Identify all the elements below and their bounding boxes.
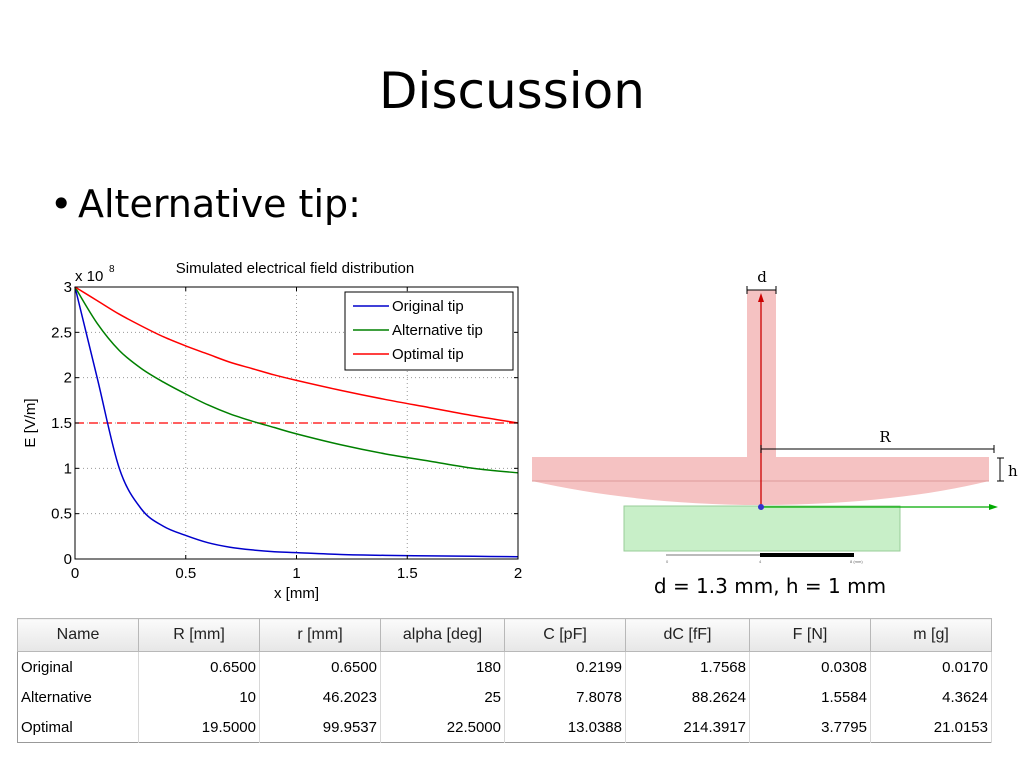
- cell-alpha: 22.5000: [380, 712, 505, 743]
- scale-label-0: 0: [666, 559, 669, 564]
- y-tick-label: 0.5: [51, 506, 72, 523]
- geometry-caption: d = 1.3 mm, h = 1 mm: [653, 574, 887, 598]
- column-header-dC[interactable]: dC [fF]: [625, 618, 750, 652]
- x-tick-label: 0: [71, 565, 79, 582]
- cell-dC: 1.7568: [625, 651, 750, 682]
- column-header-m[interactable]: m [g]: [870, 618, 992, 652]
- column-header-r[interactable]: r [mm]: [259, 618, 381, 652]
- cell-name: Original: [17, 651, 139, 682]
- cell-R: 19.5000: [138, 712, 260, 743]
- scale-bar-solid: [760, 553, 854, 557]
- cell-m: 21.0153: [870, 712, 992, 743]
- cell-name: Optimal: [17, 712, 139, 743]
- cell-F: 3.7795: [749, 712, 871, 743]
- origin-point: [758, 504, 764, 510]
- cell-alpha: 25: [380, 682, 505, 712]
- r-axis-arrow: [989, 504, 998, 510]
- cell-C: 7.8078: [504, 682, 626, 712]
- column-header-F[interactable]: F [N]: [749, 618, 871, 652]
- table-header-row: Name R [mm] r [mm] alpha [deg] C [pF] dC…: [17, 618, 992, 652]
- y-tick-label: 1.5: [51, 415, 72, 432]
- y-tick-label: 2.5: [51, 324, 72, 341]
- x-tick-label: 1: [292, 565, 300, 582]
- field-distribution-chart: 0 0.5 1 1.5 2 0 0.5 1 1.5 2 2.5 3x 10 8 Simulated ele…: [22, 260, 522, 602]
- legend-box: [344, 291, 514, 371]
- cell-R: 0.6500: [138, 651, 260, 682]
- slide-title: Discussion: [379, 62, 645, 120]
- cell-r: 99.9537: [259, 712, 381, 743]
- chart-title: Simulated electrical field distribution: [176, 260, 414, 277]
- cell-r: 0.6500: [259, 651, 381, 682]
- table-row[interactable]: Alternative 10 46.2023 25 7.8078 88.2624…: [17, 682, 992, 712]
- cell-m: 4.3624: [870, 682, 992, 712]
- z-axis-arrow: [758, 293, 764, 302]
- cell-R: 10: [138, 682, 260, 712]
- h-label: h: [1008, 462, 1018, 480]
- column-header-alpha[interactable]: alpha [deg]: [380, 618, 505, 652]
- y-tick-label: 1: [64, 460, 72, 477]
- R-label: R: [879, 428, 891, 446]
- y-multiplier-exponent: 8: [109, 264, 115, 275]
- y-axis-label: E [V/m]: [22, 398, 39, 447]
- cell-r: 46.2023: [259, 682, 381, 712]
- table-row[interactable]: Optimal 19.5000 99.9537 22.5000 13.0388 …: [17, 712, 992, 743]
- series-line-1: [74, 286, 519, 474]
- cell-alpha: 180: [380, 651, 505, 682]
- sample-block: [623, 505, 901, 552]
- cell-F: 1.5584: [749, 682, 871, 712]
- cell-dC: 214.3917: [625, 712, 750, 743]
- bullet-item: • Alternative tip:: [50, 182, 361, 226]
- series-line-2: [74, 286, 519, 424]
- cell-C: 13.0388: [504, 712, 626, 743]
- column-header-name[interactable]: Name: [17, 618, 139, 652]
- x-tick-label: 1.5: [397, 565, 418, 582]
- column-header-C[interactable]: C [pF]: [504, 618, 626, 652]
- cell-F: 0.0308: [749, 651, 871, 682]
- d-label: d: [757, 268, 767, 286]
- table-row[interactable]: Original 0.6500 0.6500 180 0.2199 1.7568…: [17, 651, 992, 682]
- tip-geometry-diagram: 0 4 8 (mm) d R h: [532, 268, 1018, 564]
- bullet-dot: •: [50, 182, 73, 226]
- bullet-text: Alternative tip:: [78, 182, 361, 226]
- cell-C: 0.2199: [504, 651, 626, 682]
- legend-label-0: Original tip: [392, 298, 464, 315]
- x-tick-label: 0.5: [175, 565, 196, 582]
- results-table: Name R [mm] r [mm] alpha [deg] C [pF] dC…: [17, 618, 992, 743]
- cell-dC: 88.2624: [625, 682, 750, 712]
- column-header-R[interactable]: R [mm]: [138, 618, 260, 652]
- scale-label-8: 8 (mm): [850, 559, 863, 564]
- cell-name: Alternative: [17, 682, 139, 712]
- y-tick-label: 3: [64, 279, 72, 296]
- y-multiplier: x 10: [75, 268, 103, 285]
- legend-label-2: Optimal tip: [392, 346, 464, 363]
- scale-label-4: 4: [759, 559, 762, 564]
- y-tick-label: 0: [64, 551, 72, 568]
- cell-m: 0.0170: [870, 651, 992, 682]
- x-tick-label: 2: [514, 565, 522, 582]
- y-tick-label: 2: [64, 370, 72, 387]
- x-axis-label: x [mm]: [274, 585, 319, 602]
- series-line-0: [74, 286, 519, 558]
- legend-label-1: Alternative tip: [392, 322, 483, 339]
